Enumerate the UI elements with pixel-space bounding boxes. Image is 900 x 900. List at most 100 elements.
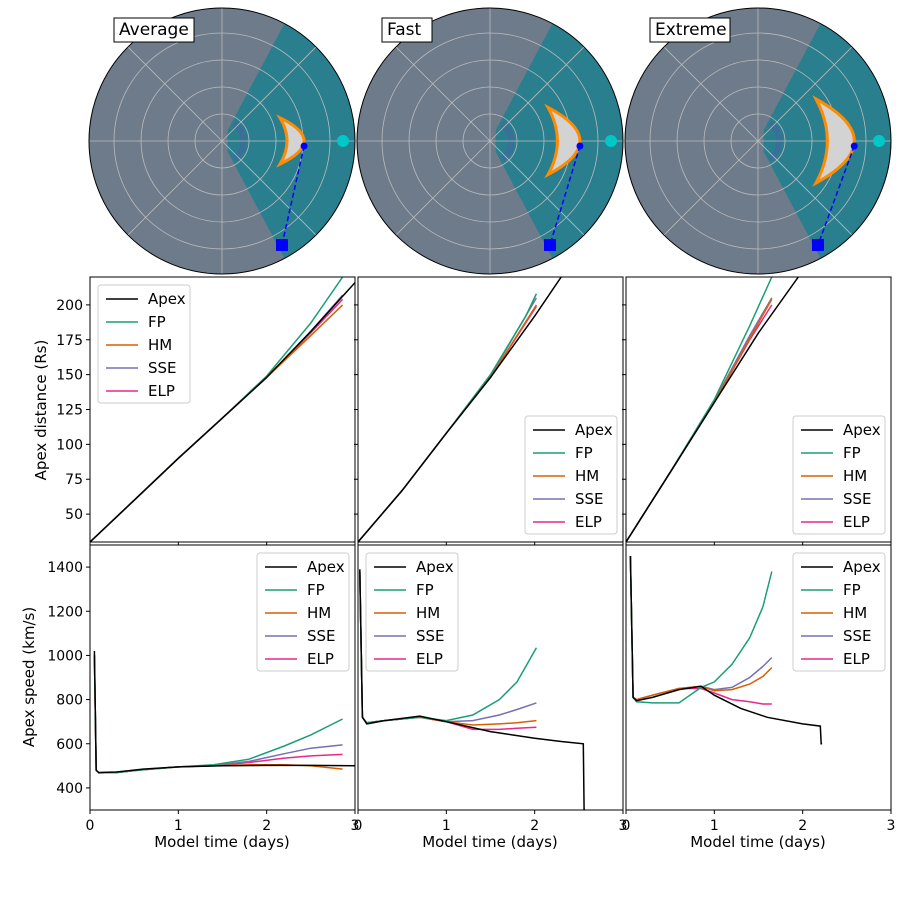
polar-frame: [88, 7, 356, 275]
x-tick-label: 1: [710, 818, 719, 834]
legend-label-elp: ELP: [575, 513, 602, 531]
legend: Apex FP HM SSE ELP: [97, 284, 191, 404]
legend: Apex FP HM SSE ELP: [365, 552, 459, 672]
observer-marker: [544, 239, 556, 251]
polar-grid-spoke: [663, 46, 759, 142]
legend-label-elp: ELP: [843, 513, 870, 531]
legend-label-elp: ELP: [307, 650, 334, 668]
polar-frame: [624, 7, 892, 275]
legend-label-apex: Apex: [148, 290, 186, 308]
legend-label-apex: Apex: [843, 421, 881, 439]
legend-label-sse: SSE: [307, 627, 336, 645]
legend-label-sse: SSE: [843, 627, 872, 645]
legend-label-sse: SSE: [575, 490, 604, 508]
legend-frame: [365, 552, 459, 672]
line-panel-6: 0 1 2 3 Apex FP HM SSE ELP: [622, 544, 896, 834]
x-tick-label: 0: [86, 818, 95, 834]
legend-label-fp: FP: [416, 581, 434, 599]
axes-frame: [89, 544, 356, 811]
legend-label-fp: FP: [843, 444, 861, 462]
cme-boundary: [544, 103, 582, 179]
x-tick-label: 0: [354, 818, 363, 834]
legend-label-sse: SSE: [416, 627, 445, 645]
line-of-sight: [817, 145, 855, 246]
x-tick-label: 3: [887, 818, 896, 834]
legend-label-apex: Apex: [575, 421, 613, 439]
polar-grid-spoke: [757, 140, 853, 236]
legend-frame: [256, 552, 350, 672]
series-apex: [626, 277, 799, 542]
legend-label-hm: HM: [575, 467, 599, 485]
polar-panel-2: Fast: [356, 7, 624, 275]
y-tick-label: 600: [56, 737, 83, 753]
legend-frame: [792, 415, 886, 535]
x-tick-label: 1: [442, 818, 451, 834]
line-panel-3: Apex FP HM SSE ELP: [622, 276, 892, 546]
y-tick-label: 1400: [47, 560, 83, 576]
panel-title-box: Average: [113, 17, 195, 43]
y-tick-label: 50: [65, 507, 83, 523]
panel-title: Average: [119, 20, 189, 40]
legend-label-elp: ELP: [148, 382, 175, 400]
polar-panel-3: Extreme: [624, 7, 892, 275]
line-panel-4: 400 600 800 1000 1200 1400 0 1 2 3 Apex FP HM SSE ELP: [47, 544, 360, 834]
x-tick-label: 0: [622, 818, 631, 834]
polar-grid-spoke: [489, 46, 585, 142]
panel-title-box: Fast: [381, 17, 433, 43]
x-label-2: Model time (days): [422, 833, 558, 851]
legend-label-apex: Apex: [307, 558, 345, 576]
x-tick-label: 1: [174, 818, 183, 834]
y-tick-label: 800: [56, 693, 83, 709]
cme-boundary: [812, 95, 856, 187]
speed-y-label: Apex speed (km/s): [20, 607, 38, 747]
y-tick-label: 1000: [47, 648, 83, 664]
polar-panel-1: Average: [88, 7, 356, 275]
y-tick-label: 125: [56, 403, 83, 419]
legend: Apex FP HM SSE ELP: [792, 415, 886, 535]
y-tick-label: 400: [56, 781, 83, 797]
x-tick-label: 2: [262, 818, 271, 834]
legend: Apex FP HM SSE ELP: [524, 415, 618, 535]
legend-label-hm: HM: [148, 336, 172, 354]
series-apex: [358, 277, 562, 542]
legend-label-fp: FP: [575, 444, 593, 462]
polar-grid-spoke: [663, 140, 759, 236]
line-panel-5: 0 1 2 3 Apex FP HM SSE ELP: [354, 544, 627, 834]
line-of-sight: [281, 145, 305, 246]
observer-marker: [276, 239, 288, 251]
legend-label-sse: SSE: [843, 490, 872, 508]
legend-label-sse: SSE: [148, 359, 177, 377]
legend-label-hm: HM: [843, 604, 867, 622]
polar-grid-spoke: [489, 140, 585, 236]
apex-marker: [300, 142, 308, 150]
y-tick-label: 150: [56, 368, 83, 384]
y-tick-label: 200: [56, 298, 83, 314]
series-apex: [90, 282, 355, 542]
panel-title: Fast: [387, 20, 421, 40]
earth-marker: [605, 135, 617, 147]
legend-label-elp: ELP: [843, 650, 870, 668]
polar-grid-spoke: [127, 140, 223, 236]
polar-grid-spoke: [757, 46, 853, 142]
legend-label-apex: Apex: [843, 558, 881, 576]
legend-label-hm: HM: [416, 604, 440, 622]
axes-frame: [357, 544, 624, 811]
apex-marker: [850, 142, 858, 150]
panel-title: Extreme: [655, 20, 727, 40]
cme-boundary: [276, 114, 306, 168]
polar-plots: Average Fast Extreme: [88, 7, 892, 275]
y-tick-label: 175: [56, 333, 83, 349]
series-apex: [359, 569, 585, 810]
distance-y-label: Apex distance (Rs): [32, 340, 50, 481]
polar-grid-spoke: [395, 140, 491, 236]
legend-label-hm: HM: [307, 604, 331, 622]
x-tick-label: 3: [351, 818, 360, 834]
earth-marker: [337, 135, 349, 147]
earth-marker: [873, 135, 885, 147]
legend: Apex FP HM SSE ELP: [256, 552, 350, 672]
x-label-1: Model time (days): [154, 833, 290, 851]
x-tick-label: 2: [798, 818, 807, 834]
x-label-3: Model time (days): [690, 833, 826, 851]
series-apex: [629, 555, 823, 745]
